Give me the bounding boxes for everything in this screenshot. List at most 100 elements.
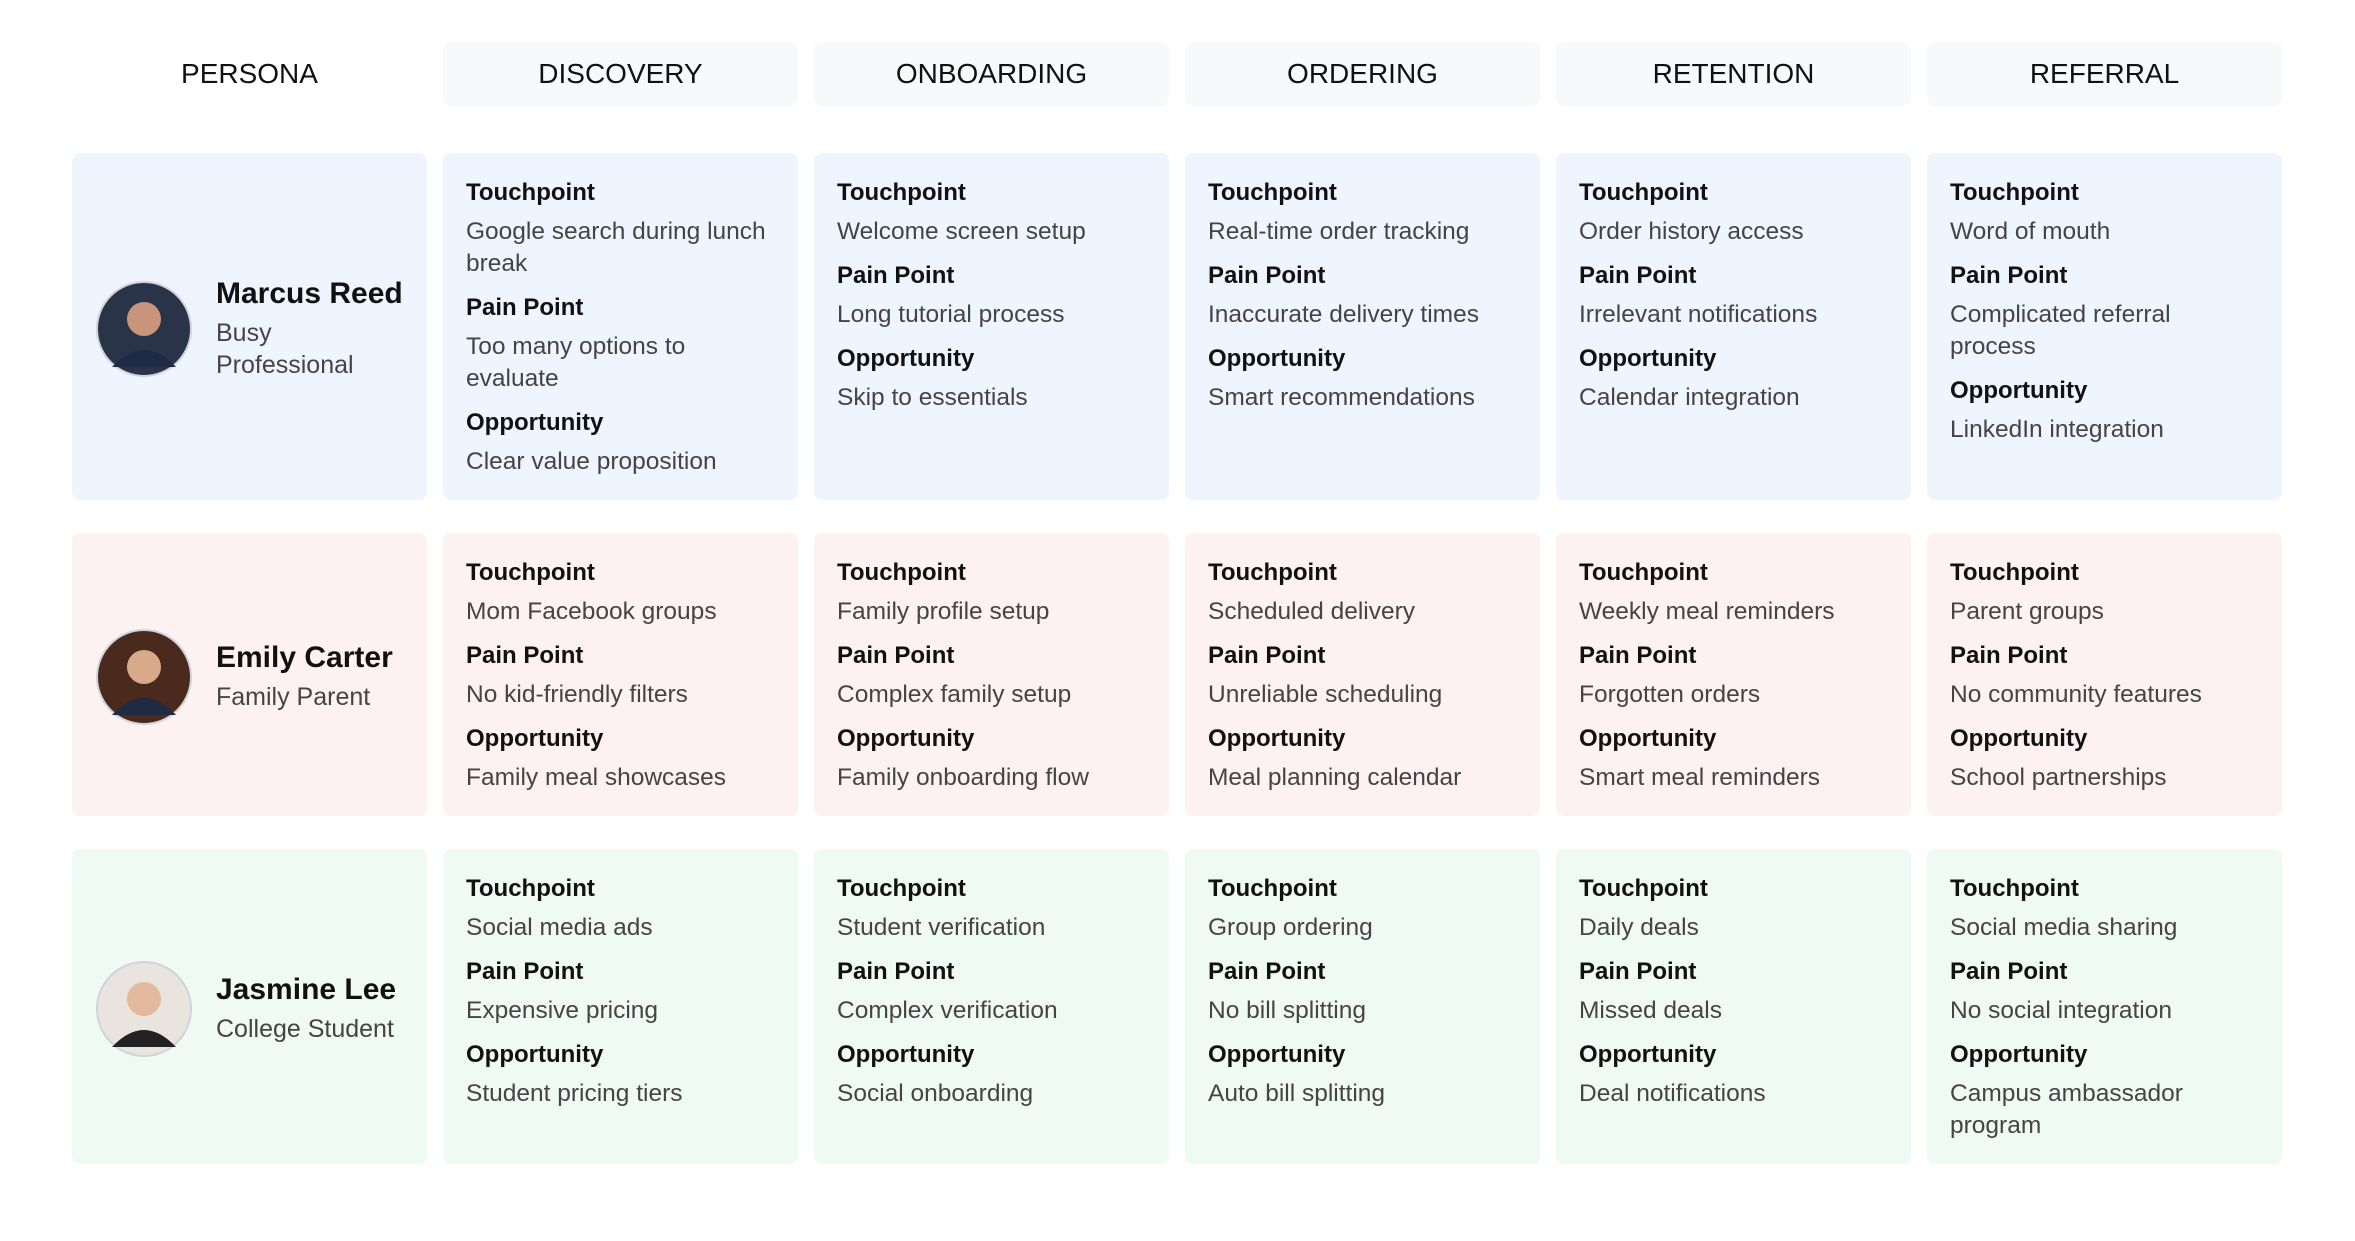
persona-card: Marcus Reed Busy Professional [72,153,427,500]
stage-card: Touchpoint Word of mouth Pain Point Complic… [1927,153,2282,500]
stage-card: Touchpoint Parent groups Pain Point No comm… [1927,533,2282,816]
field-value: Weekly meal reminders [1579,598,1835,625]
field-value: No kid-friendly filters [466,681,688,708]
field-label: Pain Point [466,294,584,321]
field-value: Long tutorial process [837,301,1065,328]
stage-card: Touchpoint Mom Facebook groups Pain Point N… [443,533,798,816]
persona-card: Emily Carter Family Parent [72,533,427,816]
field-value: Calendar integration [1579,384,1800,411]
field-label: Opportunity [837,1041,975,1068]
field-value: School partnerships [1950,764,2167,791]
field-label: Pain Point [1208,262,1326,289]
field-label: Opportunity [466,409,604,436]
field-label: Touchpoint [837,179,966,206]
field-value: Mom Facebook groups [466,598,717,625]
field-label: Opportunity [1950,725,2088,752]
stage-card: Touchpoint Real-time order tracking Pain P… [1185,153,1540,500]
field-label: Pain Point [1579,262,1697,289]
stage-card: Touchpoint Scheduled delivery Pain Point Un… [1185,533,1540,816]
field-label: Pain Point [1950,642,2068,669]
field-value: Smart recommendations [1208,384,1475,411]
stage-card: Touchpoint Student verification Pain Point… [814,849,1169,1164]
field-value: Clear value proposition [466,448,717,475]
field-label: Pain Point [1208,642,1326,669]
field-label: Opportunity [1950,1041,2088,1068]
field-value: Complex family setup [837,681,1072,708]
field-label: Touchpoint [1950,875,2079,902]
avatar [96,280,192,377]
field-value: Social media ads [466,914,653,941]
field-label: Pain Point [837,958,955,985]
field-value: Irrelevant notifications [1579,301,1818,328]
field-label: Touchpoint [1208,875,1337,902]
field-label: Pain Point [466,642,584,669]
field-label: Touchpoint [466,559,595,586]
field-value: LinkedIn integration [1950,416,2164,443]
field-label: Touchpoint [837,559,966,586]
field-label: Touchpoint [1579,875,1708,902]
field-value: Family onboarding flow [837,764,1089,791]
field-value: Order history access [1579,218,1804,245]
field-value: Auto bill splitting [1208,1080,1386,1107]
field-label: Touchpoint [1208,179,1337,206]
field-label: Touchpoint [466,179,595,206]
field-label: Touchpoint [837,875,966,902]
persona-info: Marcus Reed Busy Professional [216,277,405,381]
field-value: Smart meal reminders [1579,764,1820,791]
field-label: Pain Point [1208,958,1326,985]
field-value: Daily deals [1579,914,1699,941]
field-label: Opportunity [1208,345,1346,372]
persona-info: Emily Carter Family Parent [216,641,393,713]
column-header: DISCOVERY [443,42,798,106]
column-header: ORDERING [1185,42,1540,106]
field-label: Opportunity [837,345,975,372]
persona-role: Busy Professional [216,318,354,379]
field-value: Expensive pricing [466,997,659,1024]
stage-card: Touchpoint Welcome screen setup Pain Point… [814,153,1169,500]
field-label: Pain Point [1950,958,2068,985]
field-label: Opportunity [1579,725,1717,752]
field-value: Forgotten orders [1579,681,1761,708]
persona-role: College Student [216,1014,394,1043]
field-label: Opportunity [1950,377,2088,404]
field-label: Opportunity [1579,345,1717,372]
field-label: Pain Point [466,958,584,985]
persona-name: Jasmine Lee [216,972,397,1006]
field-value: Campus ambassador program [1950,1080,2183,1139]
field-label: Pain Point [1579,642,1697,669]
field-value: No social integration [1950,997,2172,1024]
field-label: Opportunity [1208,725,1346,752]
field-label: Touchpoint [466,875,595,902]
persona-name: Marcus Reed [216,276,403,310]
field-value: Inaccurate delivery times [1208,301,1479,328]
field-value: Parent groups [1950,598,2104,625]
stage-card: Touchpoint Daily deals Pain Point Missed de… [1556,849,1911,1164]
field-label: Touchpoint [1579,559,1708,586]
field-value: Skip to essentials [837,384,1028,411]
field-label: Pain Point [1579,958,1697,985]
field-value: Scheduled delivery [1208,598,1416,625]
field-label: Touchpoint [1950,179,2079,206]
stage-card: Touchpoint Order history access Pain Point… [1556,153,1911,500]
field-label: Opportunity [1579,1041,1717,1068]
field-label: Pain Point [837,262,955,289]
field-value: Complex verification [837,997,1058,1024]
stage-card: Touchpoint Group ordering Pain Point No bil… [1185,849,1540,1164]
stage-card: Touchpoint Social media sharing Pain Point… [1927,849,2282,1164]
field-value: Too many options to evaluate [466,333,686,392]
field-value: Deal notifications [1579,1080,1766,1107]
field-label: Opportunity [837,725,975,752]
persona-role: Family Parent [216,682,371,711]
field-value: Unreliable scheduling [1208,681,1443,708]
field-value: Student verification [837,914,1046,941]
field-value: Complicated referral process [1950,301,2171,360]
field-value: Real-time order tracking [1208,218,1470,245]
field-label: Opportunity [466,1041,604,1068]
field-value: Family meal showcases [466,764,727,791]
field-label: Touchpoint [1208,559,1337,586]
field-label: Pain Point [837,642,955,669]
field-value: Social media sharing [1950,914,2178,941]
field-value: Social onboarding [837,1080,1034,1107]
field-label: Opportunity [1208,1041,1346,1068]
field-label: Opportunity [466,725,604,752]
